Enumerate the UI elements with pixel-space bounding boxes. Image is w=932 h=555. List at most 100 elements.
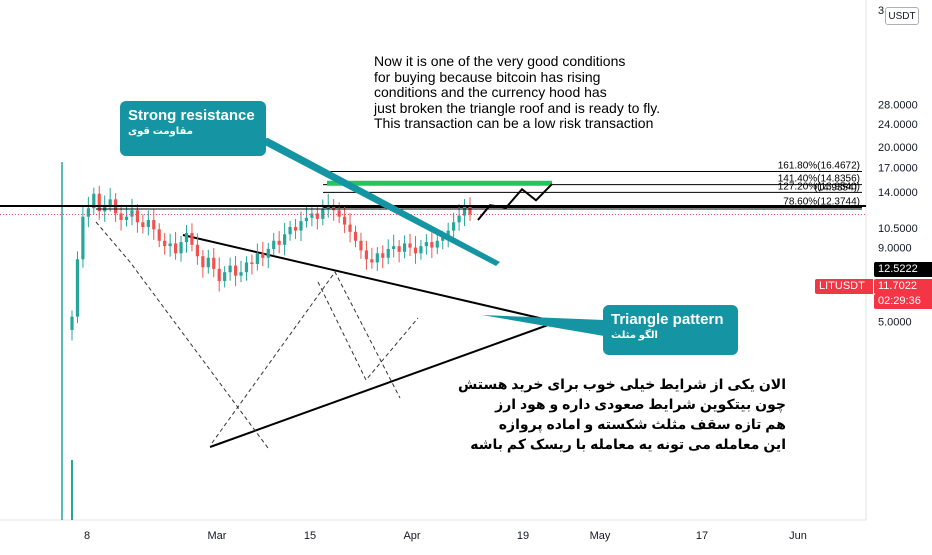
candle-body xyxy=(179,242,183,254)
candle-body xyxy=(424,242,428,247)
candle-body xyxy=(190,233,194,245)
triangle-pattern-label-fa: الگو مثلث xyxy=(611,330,658,341)
candle-body xyxy=(397,246,401,252)
candle-body xyxy=(244,262,249,273)
currency-unit-button[interactable]: USDT xyxy=(885,7,919,25)
candle-body xyxy=(233,265,238,276)
candle-body xyxy=(124,216,129,221)
candle-body xyxy=(343,216,347,225)
candle-body xyxy=(146,220,150,227)
candle-body xyxy=(315,213,319,219)
note-line: این معامله می تونه یه معامله با ریسک کم … xyxy=(470,436,786,452)
candle-body xyxy=(446,230,450,237)
candle-body xyxy=(228,265,232,273)
triangle-upper-trendline xyxy=(182,234,549,321)
note-line: الان یکی از شرایط خیلی خوب برای خرید هست… xyxy=(457,376,786,392)
fib-level-label: 127.20%(13.9540) xyxy=(778,181,860,192)
triangle-lower-trendline xyxy=(209,324,549,448)
x-tick-label: Jun xyxy=(789,530,807,542)
candle-body xyxy=(255,253,259,264)
candle-body xyxy=(157,229,161,241)
candle-body xyxy=(375,253,379,263)
y-tick-label: 20.0000 xyxy=(878,142,918,154)
candle-body xyxy=(261,253,265,258)
candle-body xyxy=(152,220,156,230)
candle-body xyxy=(163,240,167,247)
candle-body xyxy=(130,210,134,217)
y-tick-label: 28.0000 xyxy=(878,100,918,112)
candle-body xyxy=(212,257,216,269)
fib-level-label: (14.9354) xyxy=(814,183,857,194)
note-line: just broken the triangle roof and is rea… xyxy=(374,99,661,116)
candle-body xyxy=(184,233,189,243)
triangle-pattern-callout: Triangle pattern الگو مثلث xyxy=(603,305,738,355)
candle-body xyxy=(288,226,292,235)
resistance-price-tag: 12.5222 xyxy=(874,262,932,277)
candle-body xyxy=(92,193,96,209)
candle-body xyxy=(419,246,423,254)
note-line: for buying because bitcoin has rising xyxy=(374,68,601,85)
candle-body xyxy=(364,250,369,260)
note-line: هم تازه سقف مثلث شکسته و اماده پروازه xyxy=(498,416,786,432)
candle-body xyxy=(103,205,107,212)
candle-body xyxy=(239,272,243,276)
candle-body xyxy=(457,215,461,223)
candle-body xyxy=(272,240,276,249)
candle-body xyxy=(386,248,390,258)
candle-body xyxy=(332,205,336,211)
candle-body xyxy=(86,208,90,217)
y-tick-label: 17.0000 xyxy=(878,162,918,174)
candle-body xyxy=(392,246,396,249)
candle-body xyxy=(293,226,298,231)
candle-body xyxy=(223,272,227,282)
strong-resistance-label: Strong resistance xyxy=(128,107,255,124)
wave-dashed-line xyxy=(95,221,269,449)
note-line: Now it is one of the very good condition… xyxy=(374,53,626,69)
candle-body xyxy=(119,213,123,221)
x-tick-label: 19 xyxy=(517,530,529,542)
x-tick-label: Apr xyxy=(403,530,420,542)
fib-level-label: 141.40%(14.8356) xyxy=(778,174,860,185)
candle-body xyxy=(321,209,325,219)
x-tick-label: 17 xyxy=(696,530,708,542)
x-tick-label: Mar xyxy=(208,530,227,542)
candle-body xyxy=(266,248,270,258)
candle-body xyxy=(141,222,145,227)
triangle-pattern-label: Triangle pattern xyxy=(611,311,724,328)
candle-body xyxy=(135,210,140,223)
candle-body xyxy=(81,216,85,260)
symbol-tag: LITUSDT xyxy=(815,279,873,294)
candle-body xyxy=(381,253,385,258)
strong-resistance-label-fa: مقاومت قوی xyxy=(128,126,193,137)
analysis-note-english: Now it is one of the very good condition… xyxy=(374,53,734,132)
candle-body xyxy=(370,259,374,263)
candle-body xyxy=(430,242,434,248)
bar-countdown-tag: 02:29:36 xyxy=(874,294,932,309)
candle-body xyxy=(353,231,358,241)
wave-dashed-line xyxy=(211,271,401,444)
last-price-tag: 11.7022 xyxy=(874,279,932,294)
y-tick-label: 3 xyxy=(878,5,884,17)
strong-resistance-callout: Strong resistance مقاومت قوی xyxy=(120,101,266,156)
y-tick-label: 24.0000 xyxy=(878,119,918,131)
candle-body xyxy=(201,256,205,268)
candle-body xyxy=(468,205,472,215)
candle-body xyxy=(326,205,330,210)
candle-body xyxy=(299,221,303,231)
candle-body xyxy=(168,243,172,247)
candle-body xyxy=(359,240,363,251)
candle-body xyxy=(462,205,467,216)
candle-body xyxy=(402,243,407,252)
candle-body xyxy=(283,234,287,245)
y-tick-label: 9.0000 xyxy=(878,243,912,255)
candle-body xyxy=(70,316,74,330)
candle-body xyxy=(413,247,418,254)
candle-body xyxy=(206,257,210,268)
candle-body xyxy=(304,217,309,222)
candle-body xyxy=(337,210,341,217)
candle-body xyxy=(310,213,314,218)
x-tick-label: 8 xyxy=(84,530,90,542)
candle-body xyxy=(195,244,199,257)
